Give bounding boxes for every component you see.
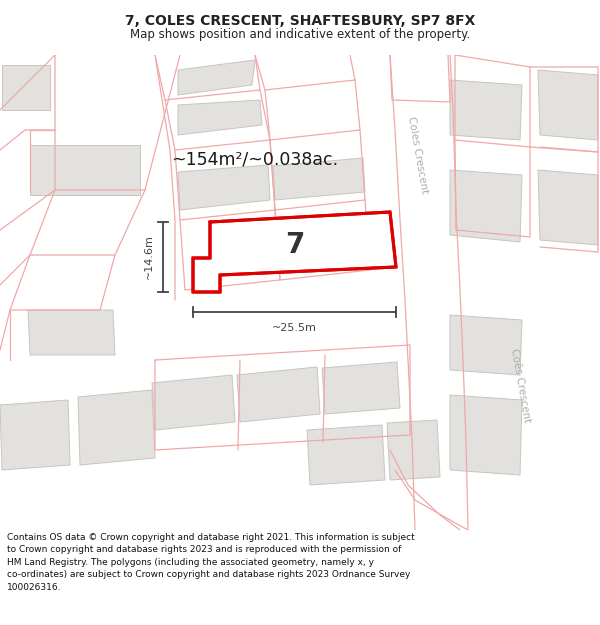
- Text: Coēs Crescent: Coēs Crescent: [509, 347, 532, 423]
- Polygon shape: [307, 425, 385, 485]
- Polygon shape: [2, 65, 50, 110]
- Text: Coles Crescent: Coles Crescent: [406, 116, 430, 194]
- Polygon shape: [152, 375, 235, 430]
- Polygon shape: [193, 212, 396, 292]
- Text: ~14.6m: ~14.6m: [144, 234, 154, 279]
- Polygon shape: [450, 315, 522, 375]
- Polygon shape: [538, 70, 598, 140]
- Text: Map shows position and indicative extent of the property.: Map shows position and indicative extent…: [130, 28, 470, 41]
- Text: ~25.5m: ~25.5m: [272, 323, 317, 333]
- Polygon shape: [178, 100, 262, 135]
- Polygon shape: [0, 400, 70, 470]
- Polygon shape: [28, 310, 115, 355]
- Polygon shape: [390, 450, 460, 530]
- Polygon shape: [237, 367, 320, 422]
- Polygon shape: [450, 395, 522, 475]
- Text: ~154m²/~0.038ac.: ~154m²/~0.038ac.: [172, 151, 338, 169]
- Polygon shape: [322, 362, 400, 414]
- Polygon shape: [30, 145, 140, 195]
- Polygon shape: [450, 170, 522, 242]
- Polygon shape: [178, 165, 270, 210]
- Polygon shape: [178, 60, 255, 95]
- Polygon shape: [78, 390, 155, 465]
- Text: 7, COLES CRESCENT, SHAFTESBURY, SP7 8FX: 7, COLES CRESCENT, SHAFTESBURY, SP7 8FX: [125, 14, 475, 28]
- Polygon shape: [385, 55, 445, 530]
- Text: 7: 7: [286, 231, 305, 259]
- Polygon shape: [273, 158, 365, 200]
- Text: Contains OS data © Crown copyright and database right 2021. This information is : Contains OS data © Crown copyright and d…: [7, 533, 415, 592]
- Polygon shape: [450, 80, 522, 140]
- Polygon shape: [538, 170, 598, 245]
- Polygon shape: [387, 420, 440, 480]
